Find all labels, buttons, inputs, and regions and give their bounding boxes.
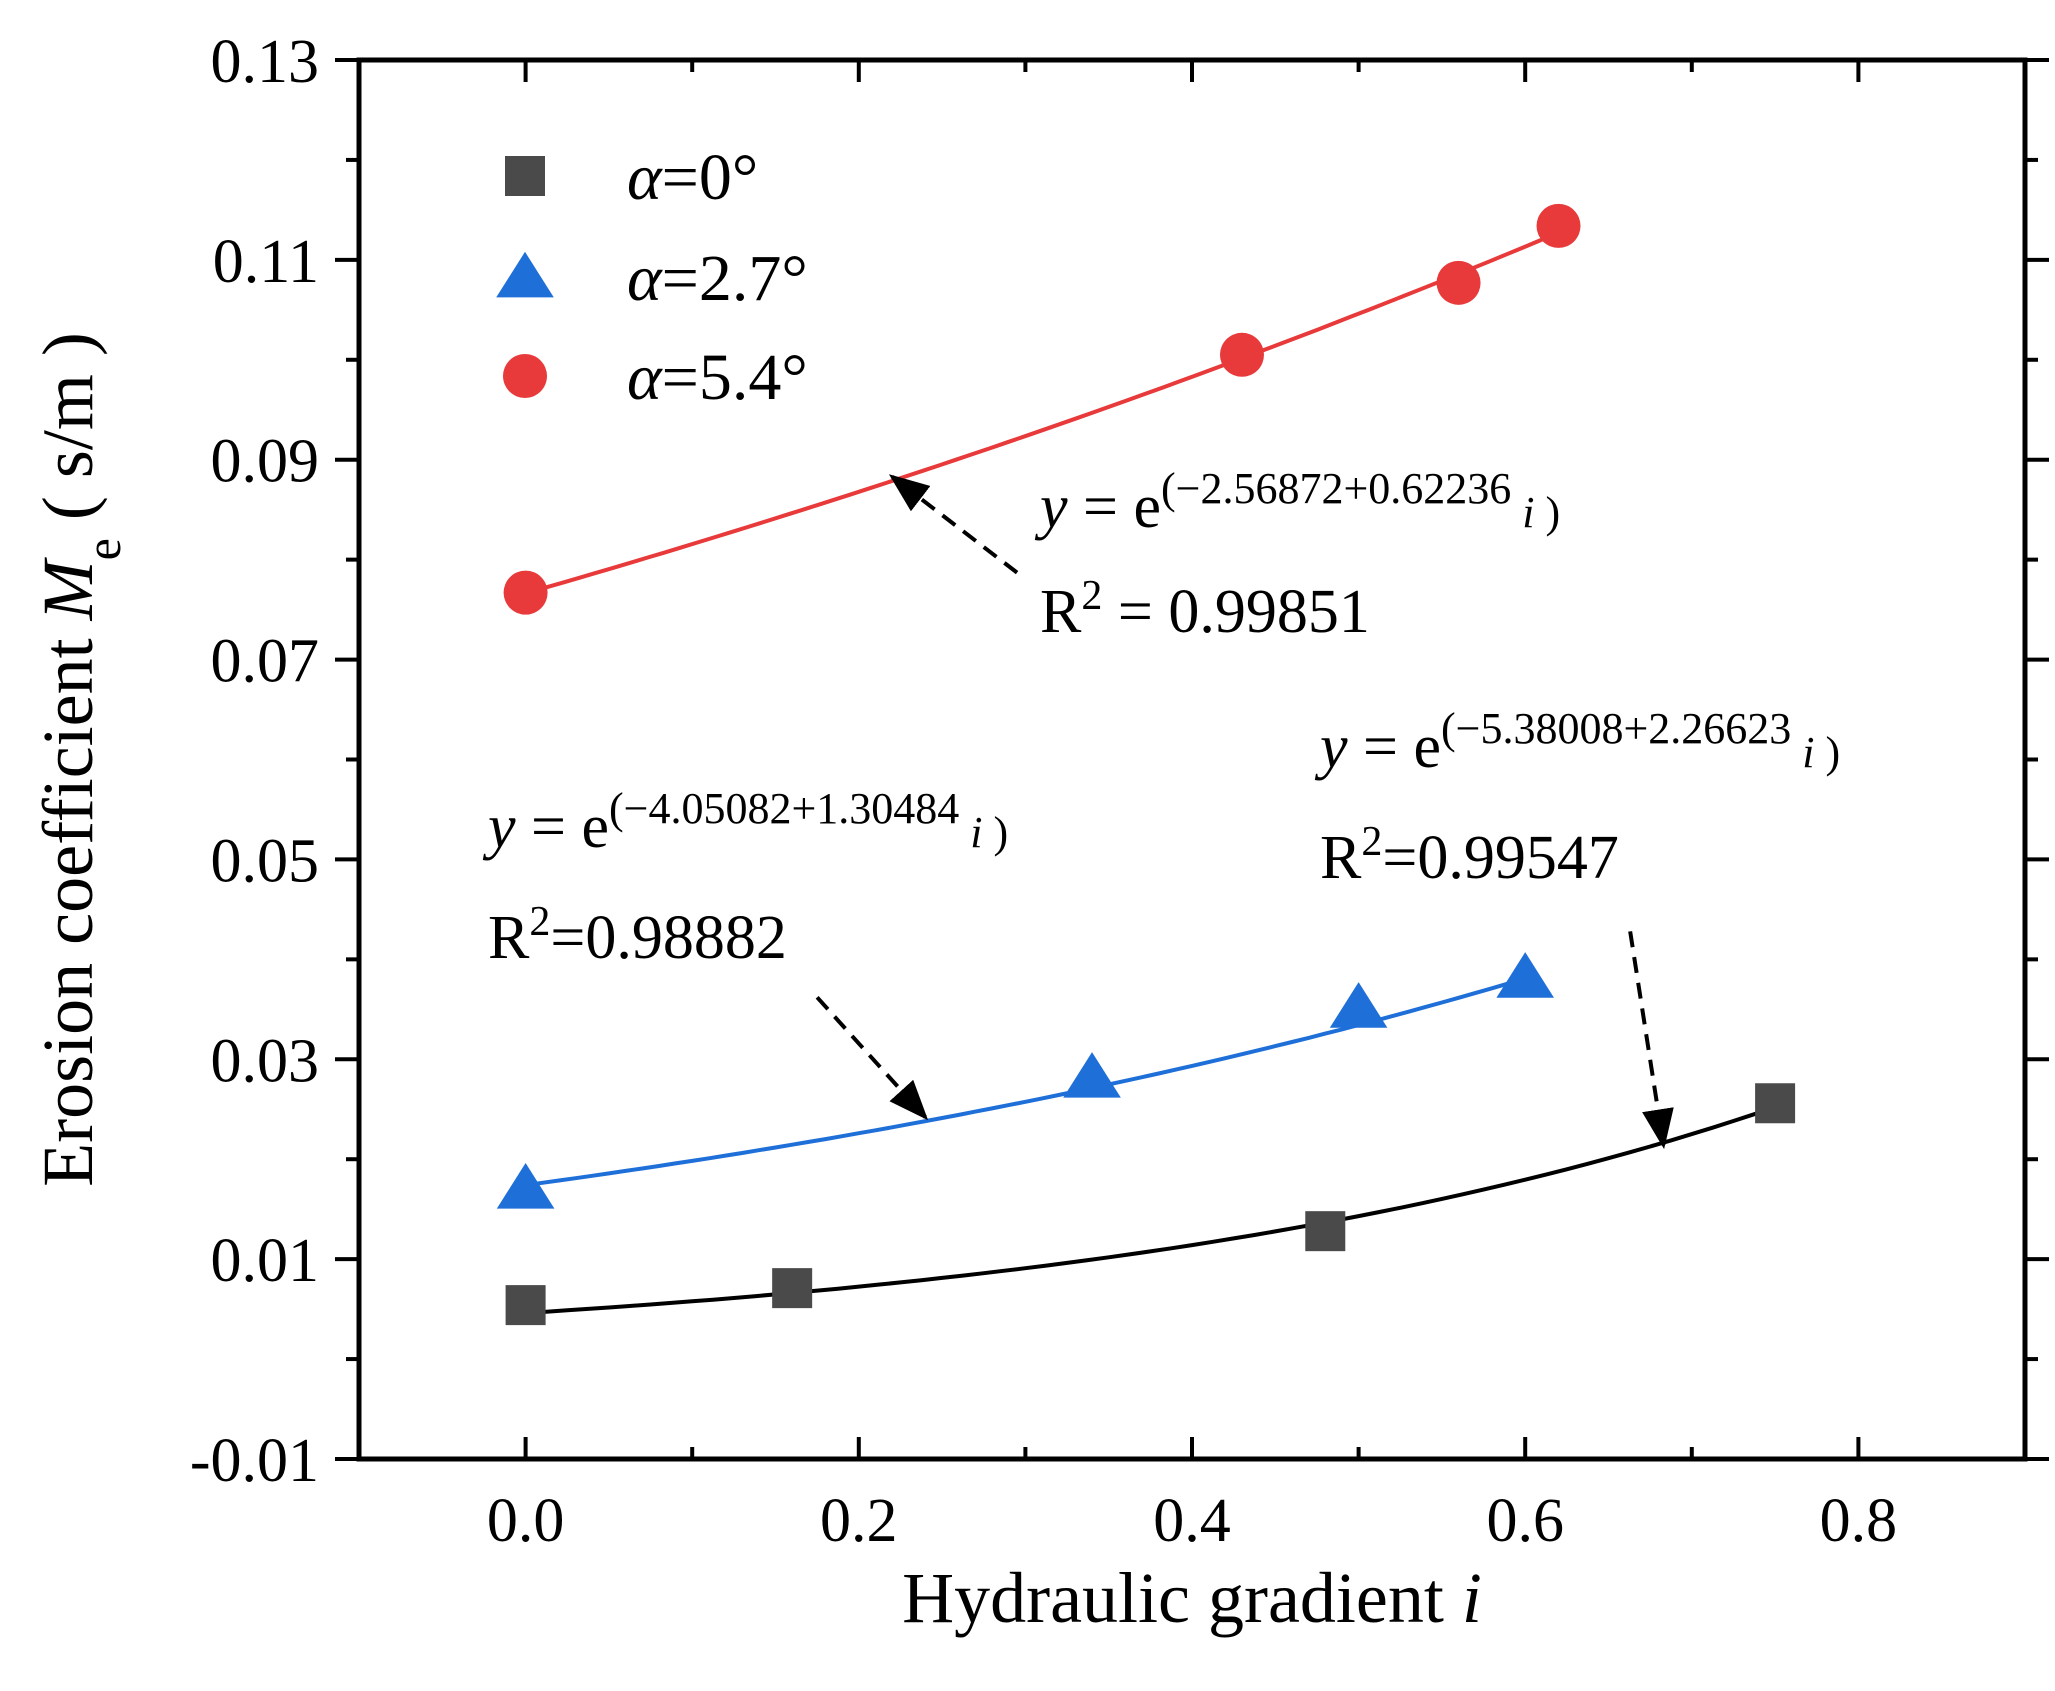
r-squared-value: = 0.99851 bbox=[1102, 578, 1369, 646]
plot-frame bbox=[356, 57, 2028, 1462]
fit-equation-exponent: (−5.38008+2.26623 bbox=[1441, 704, 1802, 753]
y-axis-title-subscript: e bbox=[75, 538, 131, 560]
fit-equation-exponent: (−2.56872+0.62236 bbox=[1161, 464, 1522, 513]
fit-equation-e: = e bbox=[1068, 473, 1161, 541]
legend-label-variable: α bbox=[627, 242, 663, 315]
y-axis-title: Erosion coefficient Me ( s/m ) bbox=[28, 332, 131, 1187]
y-axis-title-variable: M bbox=[28, 556, 108, 621]
fit-equation: y = e(−4.05082+1.30484 i ) bbox=[482, 784, 1008, 862]
data-point-circle bbox=[1536, 203, 1581, 248]
fit-equation-close: ) bbox=[983, 808, 1009, 857]
x-tick-label: 0.6 bbox=[1486, 1487, 1564, 1555]
x-tick-label: 0.4 bbox=[1153, 1487, 1231, 1555]
r-squared-exponent: 2 bbox=[1081, 573, 1102, 619]
legend-label-value: =2.7° bbox=[662, 242, 808, 315]
data-point-triangle bbox=[1063, 1052, 1121, 1098]
fit-equation-close: ) bbox=[1815, 728, 1841, 777]
data-point-square bbox=[1305, 1211, 1346, 1252]
markers-layer bbox=[496, 203, 1796, 1326]
y-axis-title-text: Erosion coefficient bbox=[28, 620, 108, 1186]
fit-equation-variable: i bbox=[1522, 488, 1534, 537]
r-squared-label: R bbox=[1040, 578, 1082, 646]
fit-equation-y: y bbox=[1034, 473, 1068, 541]
legend-label-variable: α bbox=[627, 141, 663, 214]
legend-label-variable: α bbox=[627, 341, 663, 414]
data-point-circle bbox=[1219, 332, 1264, 377]
x-axis-title-variable: i bbox=[1462, 1558, 1482, 1638]
legend-label: α=2.7° bbox=[627, 242, 808, 315]
x-axis-title-text: Hydraulic gradient bbox=[902, 1558, 1462, 1638]
fit-equation-exponent: (−4.05082+1.30484 bbox=[609, 784, 970, 833]
y-tick-label: 0.07 bbox=[211, 628, 320, 696]
data-point-triangle bbox=[1329, 982, 1388, 1028]
r-squared-exponent: 2 bbox=[1361, 819, 1382, 865]
y-tick-label: 0.03 bbox=[211, 1027, 320, 1095]
legend: α=0°α=2.7°α=5.4° bbox=[496, 141, 808, 414]
data-point-square bbox=[1755, 1083, 1796, 1124]
legend-label-value: =0° bbox=[662, 141, 759, 214]
fit-equation-y: y bbox=[1314, 713, 1348, 781]
fit-curve-circle bbox=[525, 230, 1560, 596]
legend-marker-circle bbox=[503, 354, 547, 398]
data-point-circle bbox=[1436, 260, 1481, 305]
data-point-circle bbox=[503, 570, 548, 615]
fit-r-squared: R2=0.98882 bbox=[488, 899, 787, 972]
fit-r-squared: R2 = 0.99851 bbox=[1040, 573, 1370, 646]
x-tick-label: 0.0 bbox=[487, 1487, 565, 1555]
axes-layer: 0.0 0.2 0.4 0.6 0.8 -0.01 0.01 0.03 0.05 0.07 0.09… bbox=[190, 28, 2049, 1555]
fit-equation-variable: i bbox=[970, 808, 982, 857]
r-squared-value: =0.98882 bbox=[550, 904, 786, 972]
x-tick-label: 0.2 bbox=[820, 1487, 898, 1555]
legend-label: α=0° bbox=[627, 141, 758, 214]
data-point-triangle bbox=[496, 1162, 555, 1209]
fit-equation: y = e(−2.56872+0.62236 i ) bbox=[1034, 464, 1560, 542]
fit-equation-e: = e bbox=[516, 793, 609, 861]
fit-equation-variable: i bbox=[1802, 728, 1814, 777]
x-axis-title: Hydraulic gradient i bbox=[902, 1558, 1482, 1638]
y-tick-label: 0.09 bbox=[211, 428, 320, 496]
x-tick-label: 0.8 bbox=[1820, 1487, 1898, 1555]
annotation-arrow bbox=[815, 995, 929, 1121]
legend-marker-triangle bbox=[496, 251, 554, 298]
y-tick-label: -0.01 bbox=[190, 1427, 319, 1495]
fit-equation-e: = e bbox=[1348, 713, 1441, 781]
data-point-square bbox=[505, 1285, 546, 1326]
r-squared-value: =0.99547 bbox=[1382, 824, 1618, 892]
fit-r-squared: R2=0.99547 bbox=[1320, 819, 1619, 892]
annotation-arrow bbox=[1628, 931, 1674, 1150]
fit-curve-square bbox=[525, 1105, 1776, 1315]
y-tick-label: 0.11 bbox=[213, 228, 319, 296]
fit-equation: y = e(−5.38008+2.26623 i ) bbox=[1314, 704, 1840, 782]
y-axis-title-unit: ( s/m ) bbox=[28, 332, 108, 538]
data-point-square bbox=[772, 1268, 813, 1309]
y-tick-label: 0.01 bbox=[211, 1227, 320, 1295]
y-tick-label: 0.05 bbox=[211, 827, 320, 895]
annotations-layer: y = e(−2.56872+0.62236 i )R2 = 0.99851y … bbox=[482, 464, 1840, 1150]
r-squared-label: R bbox=[1320, 824, 1362, 892]
data-point-triangle bbox=[1496, 952, 1554, 998]
r-squared-label: R bbox=[488, 904, 530, 972]
legend-label: α=5.4° bbox=[627, 341, 808, 414]
annotation-arrow bbox=[888, 474, 1019, 575]
fit-equation-y: y bbox=[482, 793, 516, 861]
y-tick-label: 0.13 bbox=[211, 28, 320, 96]
fit-equation-close: ) bbox=[1535, 488, 1561, 537]
axis-labels-layer: Hydraulic gradient i Erosion coefficient … bbox=[28, 332, 1482, 1638]
legend-marker-square bbox=[505, 156, 545, 196]
legend-label-value: =5.4° bbox=[662, 341, 808, 414]
r-squared-exponent: 2 bbox=[529, 899, 550, 945]
